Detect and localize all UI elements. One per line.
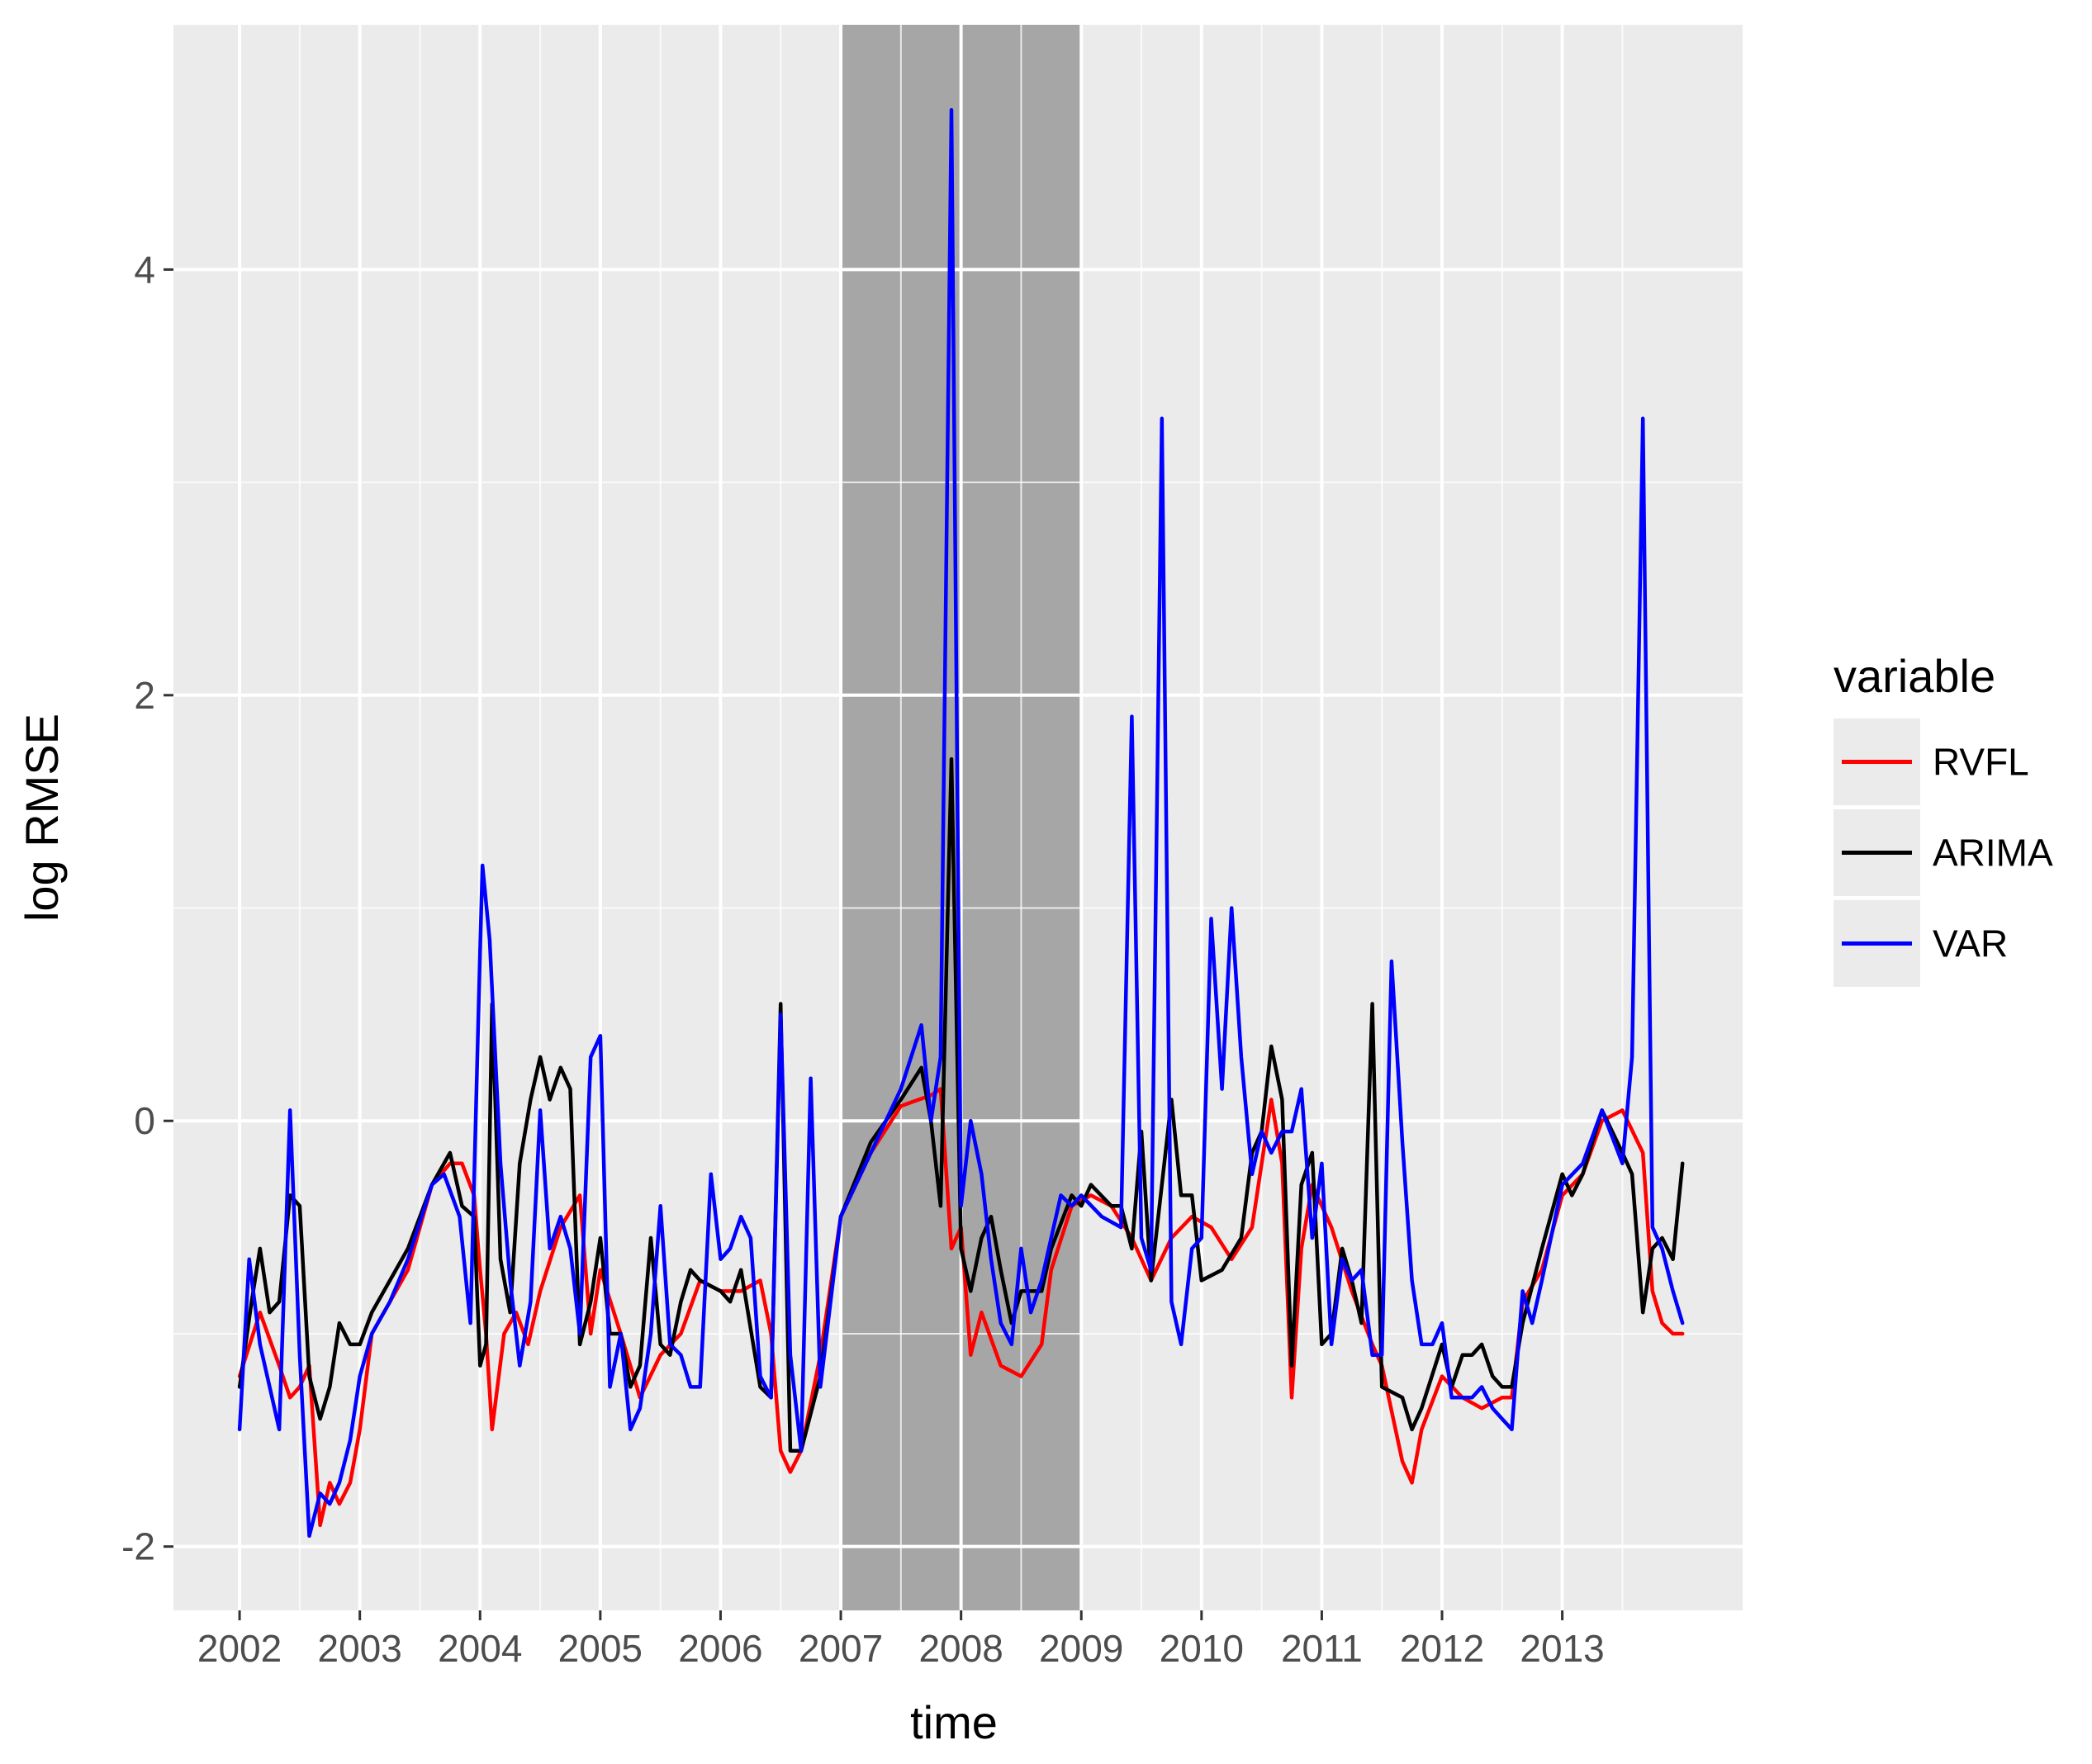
x-tick-label: 2003 [317,1627,401,1670]
series-layer [237,107,1685,1539]
grid-layer [173,25,1743,1610]
x-tick-label: 2004 [438,1627,522,1670]
x-tick-label: 2007 [799,1627,883,1670]
y-tick-label: 4 [134,248,155,291]
x-tick-label: 2013 [1520,1627,1604,1670]
y-tick-label: -2 [121,1525,155,1568]
series-line-var [237,107,1685,1539]
x-tick-label: 2008 [918,1627,1003,1670]
legend-title: variable [1833,650,1995,702]
x-tick-label: 2009 [1039,1627,1123,1670]
x-tick-label: 2005 [558,1627,643,1670]
legend-label-rvfl: RVFL [1933,741,2029,784]
x-tick-label: 2012 [1400,1627,1484,1670]
x-axis-title: time [910,1696,998,1748]
y-tick-label: 2 [134,674,155,717]
x-tick-label: 2010 [1160,1627,1244,1670]
x-tick-label: 2006 [678,1627,762,1670]
legend-items: RVFL ARIMA VAR [1833,718,2053,987]
legend-label-arima: ARIMA [1933,832,2053,875]
axis-layer: -2 0 2 4 2002 2003 2004 2005 2006 2007 2008 2009 201… [121,248,1605,1670]
x-tick-label: 2002 [197,1627,282,1670]
x-tick-label: 2011 [1281,1627,1363,1670]
series-line-arima [237,756,1685,1453]
y-axis-title: log RMSE [16,714,68,922]
legend-label-var: VAR [1933,922,2008,965]
legend: variable RVFL ARIMA VAR [1833,650,2053,987]
y-tick-label: 0 [134,1099,155,1142]
